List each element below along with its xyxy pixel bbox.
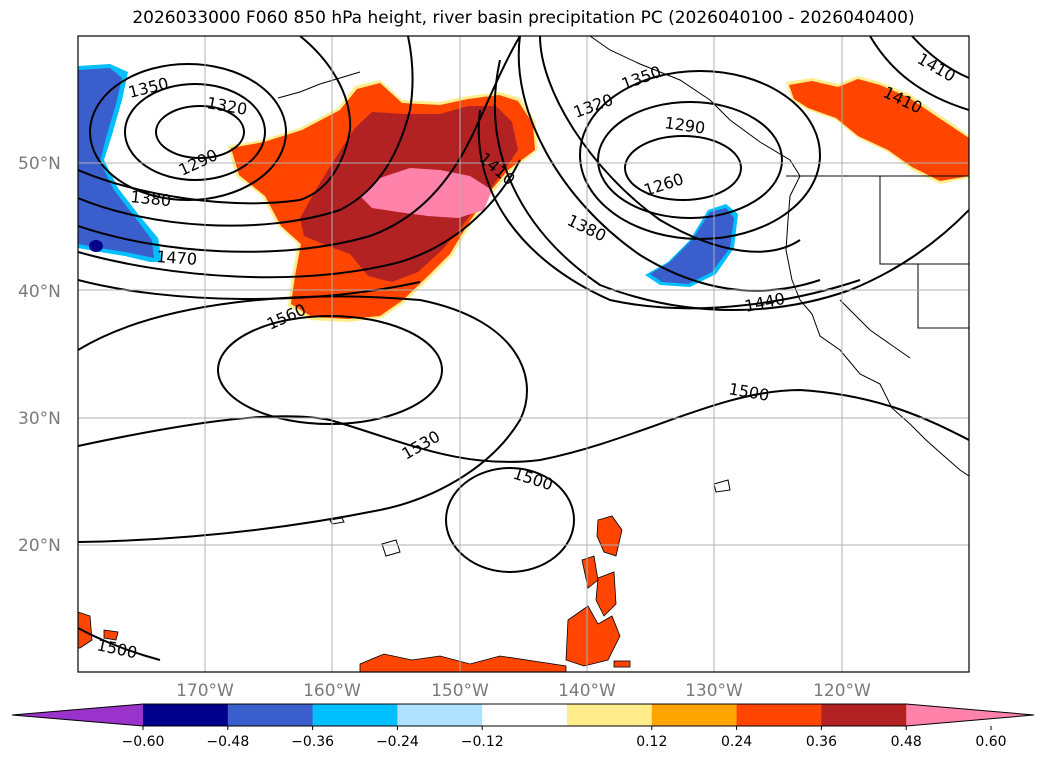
contour-1350-east [539,36,801,253]
contour-1380-east [517,36,821,292]
contour-label: 1380 [130,187,172,210]
colorbar-segment [821,704,907,726]
contour-low-east-1260 [624,135,742,201]
contour-1380-west [78,36,352,205]
colorbar-segment [567,704,653,726]
negative-core [89,240,103,252]
colorbar-segment [143,704,229,726]
lon-label-150w: 150°W [431,681,489,701]
lat-label-40n: 40°N [18,282,61,302]
colorbar-tick-label: 0.36 [806,734,837,750]
colorbar: −0.60 −0.48 −0.36 −0.24 −0.12 0.12 0.24 0.36 0.4… [11,703,1035,750]
lon-label-160w: 160°W [303,681,361,701]
positive-patch-south-c [595,571,617,617]
contour-low-west-1350 [89,63,287,201]
colorbar-extend-high [906,704,1034,726]
contour-1500-main [78,388,969,463]
contour-1440-west [78,36,521,253]
positive-patch-south-e [359,653,567,672]
colorbar-segment [482,704,568,726]
latitude-labels: 50°N 40°N 30°N 20°N [18,154,61,556]
negative-region-west-inner [78,68,154,258]
contour-low-west-1320 [124,83,266,181]
colorbar-tick-label: 0.60 [975,734,1006,750]
positive-patch-southwest-b [103,629,119,641]
map-title: 2026033000 F060 850 hPa height, river ba… [132,8,915,28]
colorbar-tick-label: −0.48 [206,734,249,750]
contour-1440-east [477,109,861,310]
colorbar-tick-label: −0.36 [291,734,334,750]
positive-region-northeast [789,79,969,181]
colorbar-segment [227,704,314,726]
contour-1410-ne-b [911,36,969,79]
positive-patch-southwest [78,611,93,649]
colorbar-segments [11,703,1035,727]
lon-label-130w: 130°W [685,681,743,701]
colorbar-tick-label: 0.48 [891,734,922,750]
contour-1500-south [445,467,575,573]
colorbar-tick-label: −0.24 [376,734,419,750]
colorbar-segment [736,704,822,726]
map-frame [77,35,970,673]
contour-1470-west [78,159,521,279]
contour-1530 [78,295,528,543]
colorbar-tick-label: 0.12 [636,734,667,750]
positive-plume-core [360,168,492,218]
contour-1410-ne [869,36,969,111]
height-contours [78,36,969,661]
gridlines [78,36,969,672]
lon-label-140w: 140°W [558,681,616,701]
lon-label-170w: 170°W [176,681,234,701]
lon-label-120w: 120°W [813,681,871,701]
contour-low-east-1290 [597,101,783,219]
positive-patch-south-d [565,605,621,667]
contour-low-west-1290 [155,105,245,159]
colorbar-segment [651,704,738,726]
lat-label-20n: 20°N [18,536,61,556]
colorbar-extend-low [12,704,143,726]
positive-patch-south-a [596,515,623,557]
contour-high-1560 [217,315,443,425]
contour-1500-sw [78,627,161,661]
colorbar-ticks: −0.60 −0.48 −0.36 −0.24 −0.12 0.12 0.24 0.36 0.4… [122,726,1007,750]
colorbar-tick-label: −0.60 [122,734,165,750]
lat-label-30n: 30°N [18,409,61,429]
longitude-labels: 170°W 160°W 150°W 140°W 130°W 120°W [176,681,871,701]
colorbar-segment [312,704,398,726]
contour-label: 1470 [156,247,198,269]
colorbar-segment [397,704,483,726]
lat-label-50n: 50°N [18,154,61,174]
colorbar-tick-label: −0.12 [461,734,504,750]
negative-region-coast-inner [650,208,734,284]
contour-1410-west [78,36,414,227]
colorbar-tick-label: 0.24 [721,734,752,750]
positive-patch-southeast [613,660,631,668]
